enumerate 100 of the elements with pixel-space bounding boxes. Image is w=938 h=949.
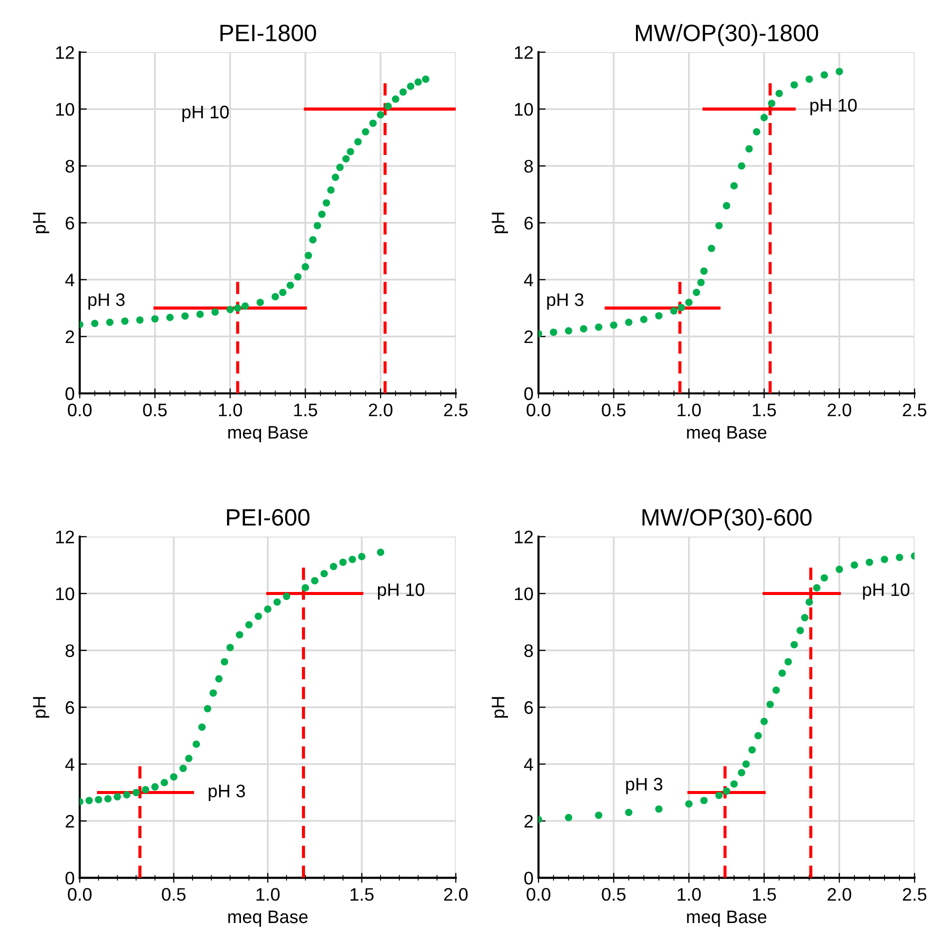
- point: [790, 81, 798, 89]
- x-tick-label: 1.5: [752, 404, 776, 416]
- y-tick-label: 2: [66, 814, 74, 828]
- y-tick-label: 12: [514, 530, 533, 544]
- point: [742, 760, 750, 768]
- point: [550, 328, 558, 336]
- point: [784, 658, 792, 666]
- x-tick-label: 2.5: [902, 404, 926, 416]
- point: [752, 128, 760, 136]
- y-tick-label: 10: [56, 102, 74, 116]
- point: [738, 162, 746, 170]
- y-axis-title: pH: [33, 697, 50, 718]
- point: [192, 740, 200, 748]
- point: [85, 796, 93, 804]
- chart-title: MW/OP(30)-1800: [636, 24, 818, 46]
- point: [342, 155, 350, 162]
- point: [121, 317, 129, 325]
- point: [376, 111, 384, 118]
- point: [114, 793, 122, 800]
- point: [754, 732, 762, 740]
- point: [185, 754, 192, 762]
- y-tick-label: 8: [66, 644, 74, 658]
- point: [692, 288, 700, 296]
- x-tick-label: 2.0: [368, 404, 392, 416]
- point: [801, 614, 808, 622]
- y-tick-label: 4: [65, 274, 74, 286]
- point: [685, 298, 693, 306]
- y-tick-label: 4: [65, 758, 74, 771]
- point: [142, 786, 150, 794]
- point: [722, 202, 730, 210]
- point: [304, 252, 312, 260]
- x-tick-label: 0.0: [526, 404, 550, 416]
- point: [414, 78, 422, 86]
- point: [376, 548, 384, 556]
- y-tick-label: 0: [66, 387, 74, 400]
- point: [286, 282, 294, 289]
- point: [760, 718, 768, 726]
- x-tick-label: 2.5: [444, 404, 468, 416]
- y-axis-title: pH: [492, 212, 508, 234]
- point: [362, 128, 370, 136]
- point: [748, 746, 756, 754]
- point: [813, 584, 820, 592]
- point: [820, 71, 828, 79]
- point: [738, 768, 746, 776]
- y-tick-label: 6: [524, 216, 533, 230]
- annotation: pH 3: [88, 293, 125, 310]
- annotation: pH 3: [626, 778, 662, 794]
- y-tick-label: 0: [66, 872, 74, 885]
- x-tick-label: 0.0: [68, 404, 92, 416]
- point: [215, 675, 223, 682]
- point: [339, 558, 347, 566]
- point: [279, 288, 286, 296]
- point: [766, 700, 774, 708]
- point: [772, 686, 780, 694]
- point: [346, 148, 354, 156]
- y-tick-label: 12: [514, 46, 533, 59]
- y-tick-label: 4: [524, 274, 534, 286]
- point: [234, 304, 242, 312]
- point: [302, 584, 310, 592]
- point: [166, 314, 174, 322]
- point: [236, 631, 244, 638]
- x-tick-label: 2.0: [828, 404, 852, 416]
- y-tick-label: 2: [524, 814, 533, 828]
- point: [330, 562, 338, 570]
- annotation: pH 10: [810, 98, 857, 116]
- point: [384, 102, 392, 110]
- annotation: pH 10: [182, 106, 229, 122]
- point: [422, 76, 430, 83]
- point: [595, 812, 602, 819]
- point: [678, 304, 686, 312]
- point: [776, 90, 783, 98]
- point: [170, 773, 178, 781]
- point: [697, 278, 705, 286]
- point: [730, 780, 738, 788]
- point: [850, 561, 858, 569]
- x-axis-title: meq Base: [228, 426, 308, 442]
- y-tick-label: 2: [66, 330, 74, 344]
- point: [796, 626, 804, 634]
- point: [625, 318, 632, 326]
- point: [354, 138, 362, 146]
- point: [730, 182, 738, 190]
- point: [94, 796, 102, 804]
- point: [160, 778, 168, 786]
- point: [204, 704, 212, 712]
- point: [685, 800, 693, 808]
- point: [327, 186, 335, 194]
- point: [226, 306, 234, 314]
- point: [245, 621, 253, 628]
- point: [700, 267, 708, 275]
- point: [655, 312, 663, 320]
- point: [722, 787, 730, 795]
- point: [336, 164, 344, 172]
- y-tick-label: 8: [524, 160, 533, 173]
- x-tick-label: 0.5: [162, 888, 186, 901]
- point: [564, 327, 572, 334]
- x-tick-label: 1.5: [294, 404, 318, 416]
- point: [282, 592, 290, 600]
- point: [226, 644, 234, 652]
- point: [322, 199, 330, 207]
- point: [392, 95, 400, 103]
